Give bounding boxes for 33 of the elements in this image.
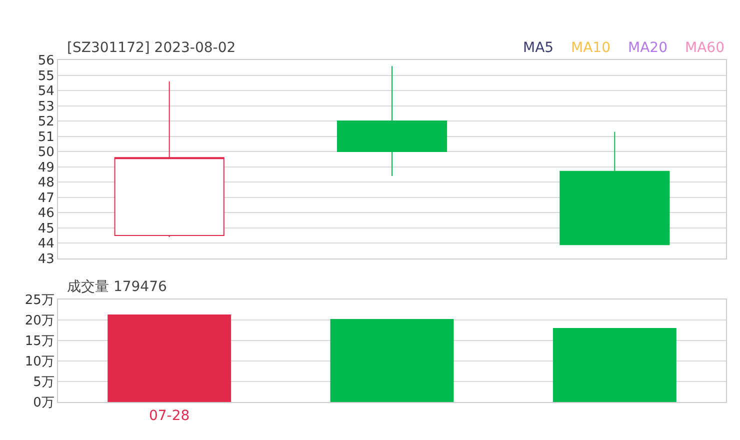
legend-label: MA60 [685,40,724,56]
y-tick-label: 45 [38,221,54,236]
y-tick-label: 15万 [24,334,54,349]
y-tick-label: 52 [38,114,54,130]
candlestick [560,131,670,246]
y-tick-label: 10万 [24,354,54,370]
y-tick-label: 47 [38,190,54,206]
candlestick [336,66,448,176]
legend-label: MA10 [571,40,610,56]
bar [330,319,454,402]
y-tick-label: 46 [38,206,54,222]
y-tick-label: 48 [38,176,54,191]
y-tick-label: 43 [38,252,54,267]
y-tick-label: 0万 [33,396,54,411]
y-tick-label: 50 [38,145,54,160]
y-tick-label: 56 [38,54,54,69]
bar [108,314,232,402]
y-tick-label: 25万 [24,292,54,308]
legend-label: MA20 [628,40,668,56]
y-tick-label: 55 [38,68,54,84]
chart-title: 成交量 179476 [67,279,167,295]
y-tick-label: 49 [38,160,54,176]
bar [552,328,676,402]
y-tick-label: 51 [38,130,54,145]
y-tick-label: 53 [38,99,54,114]
x-tick-label: 07-28 [148,408,190,424]
legend-label: MA5 [523,40,554,56]
y-tick-label: 5万 [33,375,54,390]
candlestick [114,80,224,238]
y-tick-label: 44 [38,236,54,252]
chart-title: [SZ301172] 2023-08-02 [67,40,236,56]
y-tick-label: 54 [38,84,54,100]
y-tick-label: 20万 [24,313,54,328]
